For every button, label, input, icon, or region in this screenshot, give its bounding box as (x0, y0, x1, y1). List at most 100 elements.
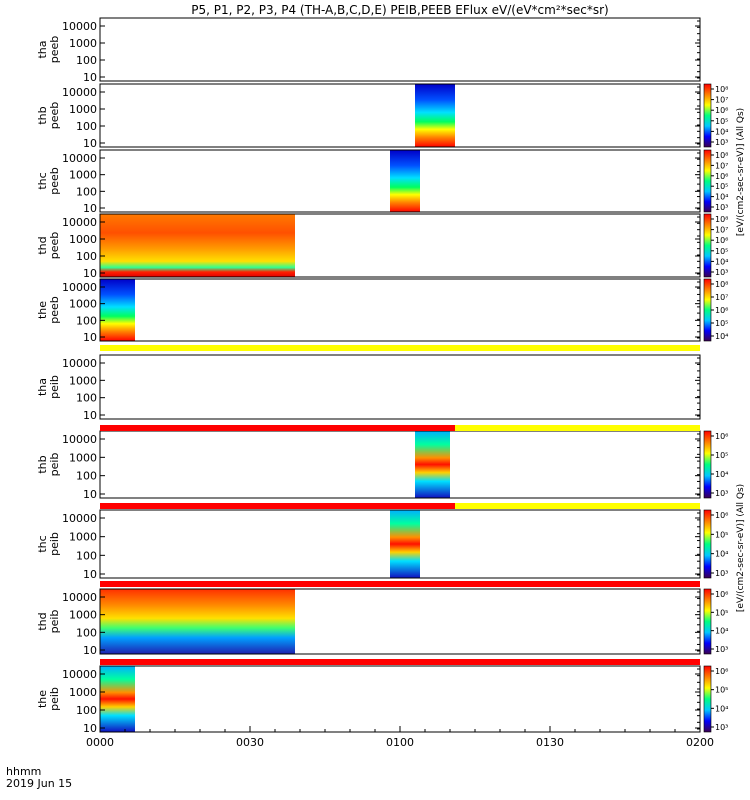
colorbar-gradient (703, 213, 712, 278)
x-tick-label: 0200 (686, 736, 714, 749)
colorbar-tick-label: 10⁴ (715, 193, 728, 202)
colorbar-tick-label: 10⁴ (715, 127, 728, 136)
colorbar-tick-label: 10⁸ (715, 151, 728, 160)
panel-thc-peib: 10000 1000 100 10 thc peib (36, 509, 701, 581)
panel-the-peeb: 10000 1000 100 10 the peeb (36, 278, 701, 344)
colorbar-tick-label: 10⁶ (715, 590, 728, 599)
y-tick-label: 1000 (69, 169, 97, 182)
y-tick-label: 10000 (62, 668, 97, 681)
y-tick-label: 10 (83, 267, 97, 280)
panel-label-line: peeb (48, 36, 61, 64)
panel-frame (99, 588, 701, 655)
colorbar-gradient (703, 665, 712, 733)
y-tick-label: 1000 (69, 451, 97, 464)
y-tick-label: 10 (83, 71, 97, 84)
colorbar-tick-label: 10⁶ (715, 172, 728, 181)
colorbar-gradient (703, 509, 712, 579)
x-tick-label: 0100 (386, 736, 414, 749)
colorbar-tick-label: 10³ (715, 489, 728, 498)
panel-tha-peeb: 10000 1000 100 10 tha peeb (36, 17, 701, 84)
x-tick-label: 0000 (86, 736, 114, 749)
time-axis-corner-label: hhmm (6, 765, 41, 778)
colorbar-tick-label: 10⁸ (715, 280, 728, 289)
colorbar-tick-label: 10⁴ (715, 550, 728, 559)
panel-thd-peib: 10000 1000 100 10 thd peib (36, 588, 701, 657)
panel-label-line: thd (36, 236, 49, 254)
y-tick-label: 10 (83, 722, 97, 735)
colorbar-tick-label: 10⁵ (715, 686, 728, 695)
colorbar-tick-label: 10⁶ (715, 306, 728, 315)
panel-thb-peib: 10000 1000 100 10 thb peib (36, 430, 701, 501)
spectrogram-block (100, 279, 135, 341)
colorbar-tick-label: 10⁶ (715, 106, 728, 115)
colorbar-tick-label: 10³ (715, 569, 728, 578)
panel-label-line: thc (36, 535, 49, 552)
y-tick-label: 100 (76, 54, 97, 67)
panel-label-line: peeb (48, 296, 61, 324)
y-tick-label: 10 (83, 644, 97, 657)
y-tick-label: 10000 (62, 20, 97, 33)
flag-bar-segment (100, 503, 455, 509)
y-tick-label: 1000 (69, 298, 97, 311)
y-tick-label: 100 (76, 704, 97, 717)
colorbar-tick-label: 10³ (715, 723, 728, 732)
flag-bar-segment (100, 425, 455, 431)
y-tick-label: 10000 (62, 216, 97, 229)
y-tick-label: 10 (83, 488, 97, 501)
flag-bars (100, 345, 700, 665)
y-tick-label: 10000 (62, 591, 97, 604)
panel-frame (99, 665, 701, 733)
y-tick-label: 1000 (69, 531, 97, 544)
y-tick-label: 100 (76, 314, 97, 327)
side-label-electron-group: [eV/(cm2-sec-sr-eV)] (All Qs) (736, 108, 746, 236)
panel-frame (99, 213, 701, 278)
colorbar-tick-label: 10⁶ (715, 236, 728, 245)
y-tick-label: 10000 (62, 433, 97, 446)
colorbar-tick-label: 10⁴ (715, 627, 728, 636)
panel-label-line: peib (48, 687, 61, 711)
panel-label-line: thb (36, 455, 49, 473)
spectrogram-block (415, 431, 450, 498)
panel-tha-peib: 10000 1000 100 10 tha peib (36, 354, 701, 422)
panel-label-line: peib (48, 453, 61, 477)
panel-label: thd peib (36, 610, 61, 634)
y-tick-label: 10 (83, 331, 97, 344)
y-tick-label: 100 (76, 392, 97, 405)
colorbar-the-peeb: 10⁸ 10⁷ 10⁶ 10⁵ 10⁴ (703, 278, 728, 342)
colorbar-tick-label: 10⁵ (715, 451, 728, 460)
y-tick-label: 10000 (62, 512, 97, 525)
x-tick-label: 0030 (236, 736, 264, 749)
colorbar-tick-label: 10⁸ (715, 215, 728, 224)
flag-bar-segment (100, 345, 700, 351)
colorbar-tick-label: 10⁸ (715, 85, 728, 94)
y-tick-label: 10000 (62, 152, 97, 165)
panel-label: thc peeb (36, 167, 61, 195)
colorbar-tick-label: 10⁷ (715, 293, 728, 302)
colorbar-tick-label: 10⁴ (715, 704, 728, 713)
panel-thc-peeb: 10000 1000 100 10 thc peeb (36, 149, 701, 215)
colorbar-tick-label: 10⁶ (715, 667, 728, 676)
colorbar-tick-label: 10³ (715, 645, 728, 654)
colorbar-thc-peib: 10⁶ 10⁵ 10⁴ 10³ (703, 509, 728, 579)
panel-thb-peeb: 10000 1000 100 10 thb peeb (36, 83, 701, 150)
colorbar-tick-label: 10⁶ (715, 511, 728, 520)
panel-frame (99, 149, 701, 213)
panel-label-line: peeb (48, 102, 61, 130)
colorbar-the-peib: 10⁶ 10⁵ 10⁴ 10³ (703, 665, 728, 733)
y-tick-label: 10000 (62, 281, 97, 294)
figure-title: P5, P1, P2, P3, P4 (TH-A,B,C,D,E) PEIB,P… (191, 3, 608, 17)
side-label-ion: [eV/(cm2-sec-sr-eV)] (All Qs) (736, 484, 746, 612)
panel-label: thb peeb (36, 102, 61, 130)
flag-bar-segment (455, 503, 700, 509)
panel-thd-peeb: 10000 1000 100 10 thd peeb (36, 213, 701, 280)
spectrogram-block (415, 84, 455, 147)
y-tick-label: 10 (83, 137, 97, 150)
y-tick-label: 100 (76, 549, 97, 562)
panel-label-line: thb (36, 106, 49, 124)
colorbar-tick-label: 10⁵ (715, 117, 728, 126)
y-tick-label: 10000 (62, 86, 97, 99)
panel-label-line: peeb (48, 167, 61, 195)
